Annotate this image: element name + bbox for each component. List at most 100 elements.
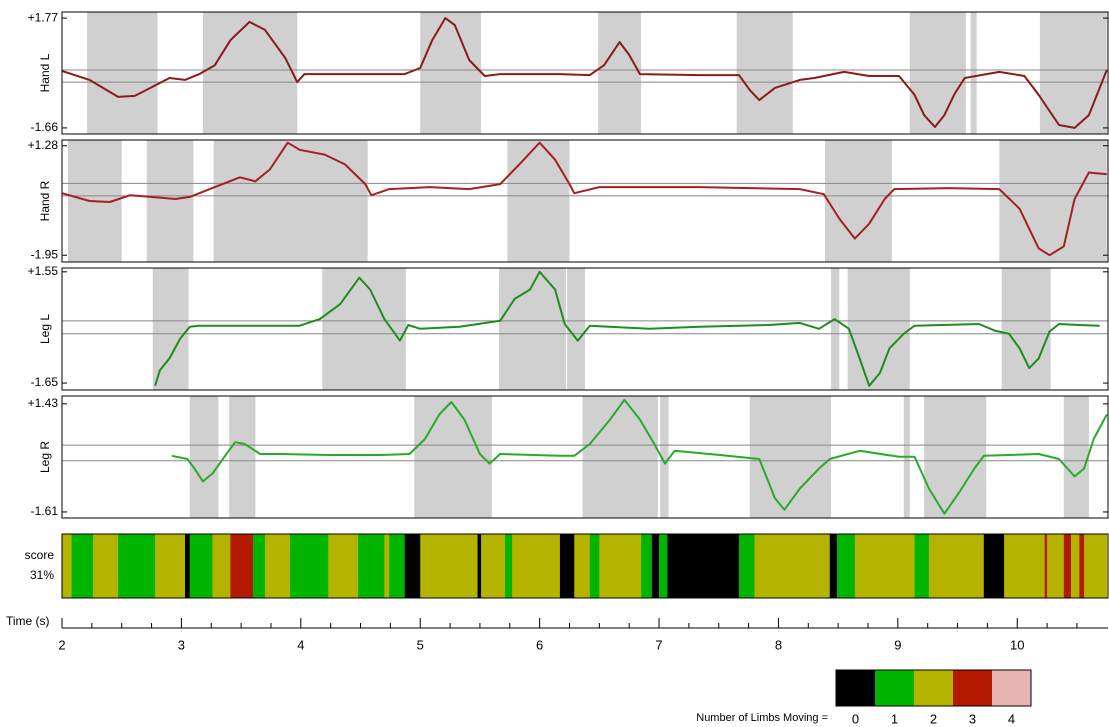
x-tick-label: 7 xyxy=(655,637,662,652)
legend-label: 0 xyxy=(852,711,859,726)
state-segment xyxy=(914,534,930,598)
movement-region xyxy=(152,268,189,390)
state-segment xyxy=(1047,534,1065,598)
movement-region xyxy=(229,396,256,518)
state-segment xyxy=(481,534,506,598)
state-segment xyxy=(253,534,266,598)
state-segment xyxy=(574,534,591,598)
state-segment xyxy=(212,534,231,598)
x-tick-label: 10 xyxy=(1010,637,1024,652)
legend-label: 1 xyxy=(891,711,898,726)
state-segment xyxy=(589,534,600,598)
legend-frame xyxy=(835,669,1032,707)
movement-region xyxy=(749,396,831,518)
y-tick-label: +1.77 xyxy=(28,10,59,24)
state-segment xyxy=(290,534,329,598)
x-tick-label: 5 xyxy=(417,637,424,652)
x-tick-label: 6 xyxy=(536,637,543,652)
signal-line xyxy=(61,17,1108,129)
score-frame xyxy=(61,533,1109,599)
movement-region xyxy=(909,12,966,134)
state-segment xyxy=(155,534,186,598)
movement-region xyxy=(582,396,658,518)
legend-swatch xyxy=(875,670,914,706)
movement-region xyxy=(189,396,219,518)
y-tick-label: +1.28 xyxy=(28,138,59,152)
y-tick-label: -1.95 xyxy=(31,247,59,261)
state-segment xyxy=(512,534,561,598)
panel-frame xyxy=(61,267,1109,391)
state-segment xyxy=(1063,534,1072,598)
movement-region xyxy=(660,396,669,518)
score-value: 31% xyxy=(30,568,54,582)
state-segment xyxy=(504,534,513,598)
state-segment xyxy=(1004,534,1046,598)
movement-region xyxy=(420,12,482,134)
movement-region xyxy=(213,140,368,262)
state-segment xyxy=(328,534,359,598)
movement-region xyxy=(202,12,298,134)
state-segment xyxy=(739,534,755,598)
signal-line xyxy=(61,141,1107,257)
signal-line xyxy=(171,398,1108,515)
legend-label: 3 xyxy=(969,711,976,726)
movement-region xyxy=(999,140,1107,262)
legend-swatch xyxy=(953,670,992,706)
signal-line xyxy=(154,270,1100,387)
state-segment xyxy=(667,534,740,598)
legend-label: 4 xyxy=(1008,711,1015,726)
movement-region xyxy=(414,396,492,518)
y-axis-label: Hand L xyxy=(38,53,52,92)
state-segment xyxy=(659,534,668,598)
panel-frame xyxy=(61,11,1109,135)
movement-region xyxy=(825,140,892,262)
movement-region xyxy=(87,12,158,134)
movement-region xyxy=(830,268,840,390)
state-segment xyxy=(829,534,838,598)
y-tick-label: +1.43 xyxy=(28,396,59,410)
x-axis-label: Time (s) xyxy=(6,614,50,628)
state-segment xyxy=(928,534,985,598)
movement-region xyxy=(598,12,642,134)
state-segment xyxy=(420,534,478,598)
y-tick-label: -1.61 xyxy=(31,504,59,518)
legend-title: Number of Limbs Moving = xyxy=(696,712,828,724)
movement-region xyxy=(736,12,793,134)
state-segment xyxy=(1070,534,1080,598)
movement-region xyxy=(1039,12,1107,134)
state-segment xyxy=(93,534,119,598)
state-segment xyxy=(1084,534,1090,598)
state-segment xyxy=(1044,534,1048,598)
x-tick-label: 9 xyxy=(894,637,901,652)
movement-region xyxy=(1001,268,1051,390)
legend-swatch xyxy=(914,670,953,706)
state-segment xyxy=(264,534,291,598)
movement-region xyxy=(847,268,910,390)
movement-region xyxy=(970,12,977,134)
state-segment xyxy=(641,534,653,598)
x-tick-label: 8 xyxy=(775,637,782,652)
y-tick-label: -1.66 xyxy=(31,120,59,134)
y-axis-label: Leg L xyxy=(38,314,52,344)
state-segment xyxy=(599,534,642,598)
legend-label: 2 xyxy=(930,711,937,726)
state-segment xyxy=(651,534,660,598)
state-segment xyxy=(754,534,831,598)
state-segment xyxy=(404,534,421,598)
state-segment xyxy=(983,534,1005,598)
y-tick-label: +1.55 xyxy=(28,264,59,278)
state-segment xyxy=(118,534,156,598)
state-segment xyxy=(836,534,856,598)
state-segment xyxy=(477,534,482,598)
movement-region xyxy=(322,268,406,390)
state-segment xyxy=(184,534,191,598)
movement-region xyxy=(146,140,194,262)
legend-swatch xyxy=(992,670,1031,706)
y-axis-label: Hand R xyxy=(38,180,52,221)
movement-region xyxy=(567,268,585,390)
score-label: score xyxy=(25,548,55,562)
movement-region xyxy=(1063,396,1089,518)
x-tick-label: 3 xyxy=(178,637,185,652)
